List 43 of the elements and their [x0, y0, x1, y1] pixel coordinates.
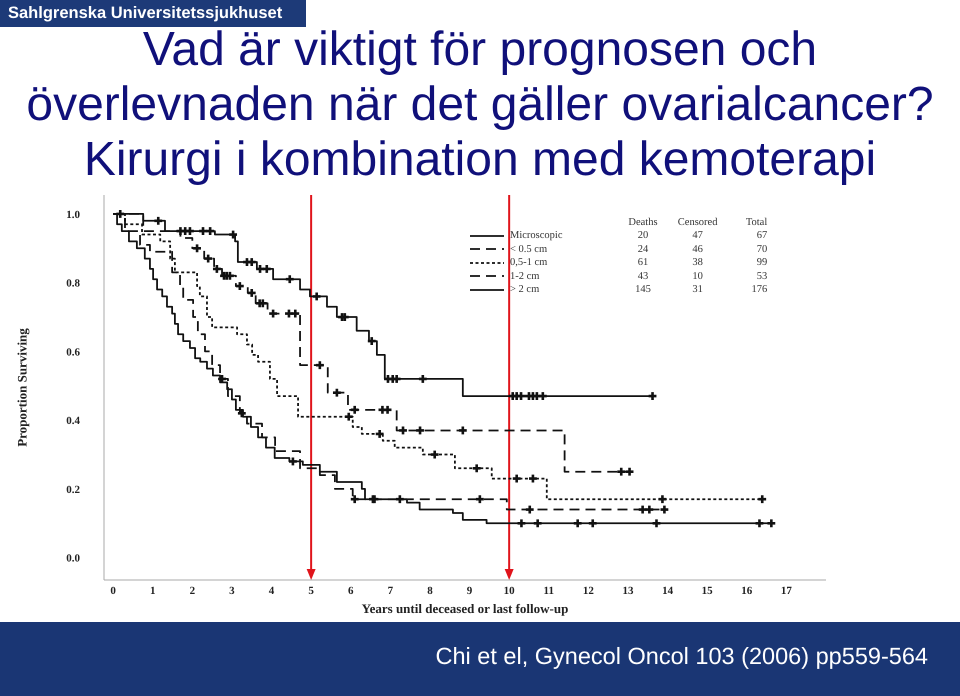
y-tick-label: 1.0 — [66, 208, 80, 221]
text: 43 10 53 — [638, 270, 768, 282]
chart-subtitle: Kirurgi i kombination med kemoterapi — [82, 132, 878, 187]
x-tick-label: 15 — [702, 584, 714, 597]
legend-label: > 2 cm — [510, 284, 540, 296]
chart-title: Vad är viktigt för prognosen och överlevnaden när det gäller ovarialcancer? — [25, 22, 935, 132]
text: Sahlgrenska Universitetssjukhuset — [8, 4, 282, 22]
x-tick-label: 11 — [544, 584, 554, 597]
y-axis-title: Proportion Surviving — [14, 328, 30, 447]
text: 145 31 176 — [635, 284, 768, 296]
annotation: Censored — [676, 216, 718, 230]
legend-label: Microscopic — [510, 230, 562, 242]
x-tick-label: 7 — [388, 584, 394, 597]
text: 61 38 99 — [638, 257, 768, 268]
text: 24 46 70 — [638, 244, 768, 255]
x-tick-label: 9 — [466, 584, 473, 597]
y-tick-label: 0.0 — [66, 552, 80, 565]
x-tick-label: 5 — [308, 584, 314, 597]
x-tick-label: 12 — [582, 584, 594, 597]
legend-label: 0,5-1 cm — [510, 257, 548, 268]
text: 20 47 67 — [638, 230, 768, 242]
y-tick-label: 0.8 — [66, 278, 80, 290]
legend-label: < 0.5 cm — [510, 244, 548, 255]
x-tick-label: 13 — [622, 584, 634, 597]
text: Chi et el, Gynecol Oncol 103 (2006) pp559-564 — [435, 643, 928, 670]
x-tick-label: 0 — [110, 584, 116, 597]
x-tick-label: 4 — [268, 584, 275, 597]
annotation: Deaths — [627, 216, 659, 230]
legend-label: 1-2 cm — [510, 270, 540, 282]
x-tick-label: 2 — [190, 584, 196, 597]
y-tick-label: 0.6 — [66, 346, 80, 358]
x-tick-label: 3 — [229, 584, 236, 597]
x-tick-label: 8 — [427, 584, 434, 597]
x-tick-label: 17 — [780, 584, 792, 597]
y-tick-label: 0.4 — [66, 415, 80, 428]
x-tick-label: 14 — [662, 584, 674, 597]
x-axis-title: Years until deceased or last follow-up — [362, 601, 568, 616]
y-tick-label: 0.2 — [66, 484, 80, 496]
x-tick-label: 6 — [348, 584, 354, 597]
x-tick-label: 16 — [741, 584, 753, 597]
x-tick-label: 1 — [150, 584, 156, 597]
annotation: Total — [744, 216, 768, 230]
x-tick-label: 10 — [504, 584, 516, 597]
